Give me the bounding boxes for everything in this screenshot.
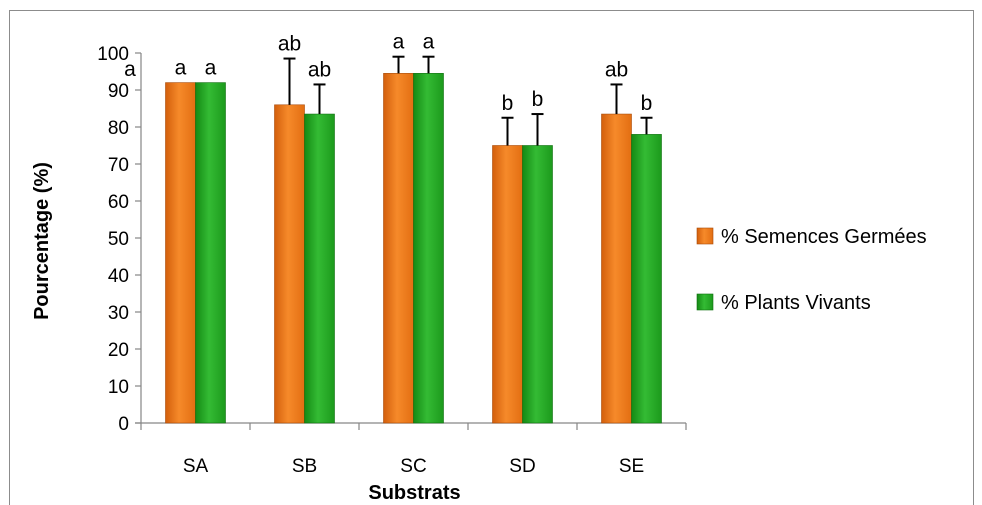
bar-sd-series-1 — [492, 145, 523, 424]
legend-label: % Semences Germées — [721, 226, 927, 248]
bar-sc-series-2 — [413, 73, 444, 424]
x-tick-label: SB — [292, 456, 317, 477]
legend-swatch — [696, 227, 714, 245]
bar-sc-series-1 — [383, 73, 414, 424]
significance-label: ab — [278, 33, 301, 56]
x-tick-label: SE — [619, 456, 644, 477]
bar-se-series-2 — [631, 134, 662, 424]
y-tick-label: 0 — [118, 414, 129, 435]
bar-sb-series-2 — [304, 113, 335, 424]
axes: 0 10 20 30 40 50 60 70 80 90 100 SA SB SC SD SE Substrat… — [31, 44, 687, 503]
bar-sa-series-2 — [195, 82, 226, 424]
significance-label: a — [423, 31, 435, 54]
y-tick-label: 10 — [108, 377, 129, 398]
x-tick-label: SD — [509, 456, 535, 477]
significance-label: ab — [605, 58, 628, 81]
y-tick-label: 80 — [108, 118, 129, 139]
y-tick-label: 70 — [108, 155, 129, 176]
significance-label: ab — [308, 58, 331, 81]
y-tick-label: 90 — [108, 81, 129, 102]
significance-label: b — [532, 88, 544, 111]
y-tick-label: 100 — [97, 44, 129, 65]
significance-label: a — [393, 31, 405, 54]
significance-label: a — [205, 57, 217, 80]
significance-label: b — [502, 92, 514, 115]
x-tick-label: SC — [400, 456, 426, 477]
y-tick-label: 40 — [108, 266, 129, 287]
significance-label: a — [175, 57, 187, 80]
bar-sa-series-1 — [165, 82, 196, 424]
annotation-label: a — [124, 58, 136, 81]
significance-label: b — [641, 92, 653, 115]
bars — [165, 55, 662, 424]
y-tick-label: 50 — [108, 229, 129, 250]
bar-sb-series-1 — [274, 104, 305, 424]
legend-swatch — [696, 293, 714, 311]
legend: % Semences Germées % Plants Vivants — [696, 226, 927, 314]
x-axis-title: Substrats — [368, 482, 460, 503]
y-axis-title: Pourcentage (%) — [31, 162, 53, 320]
x-tick-label: SA — [183, 456, 209, 477]
y-tick-label: 20 — [108, 340, 129, 361]
y-tick-label: 30 — [108, 303, 129, 324]
bar-sd-series-2 — [522, 145, 553, 424]
bar-se-series-1 — [601, 113, 632, 424]
y-tick-label: 60 — [108, 192, 129, 213]
legend-label: % Plants Vivants — [721, 292, 871, 314]
